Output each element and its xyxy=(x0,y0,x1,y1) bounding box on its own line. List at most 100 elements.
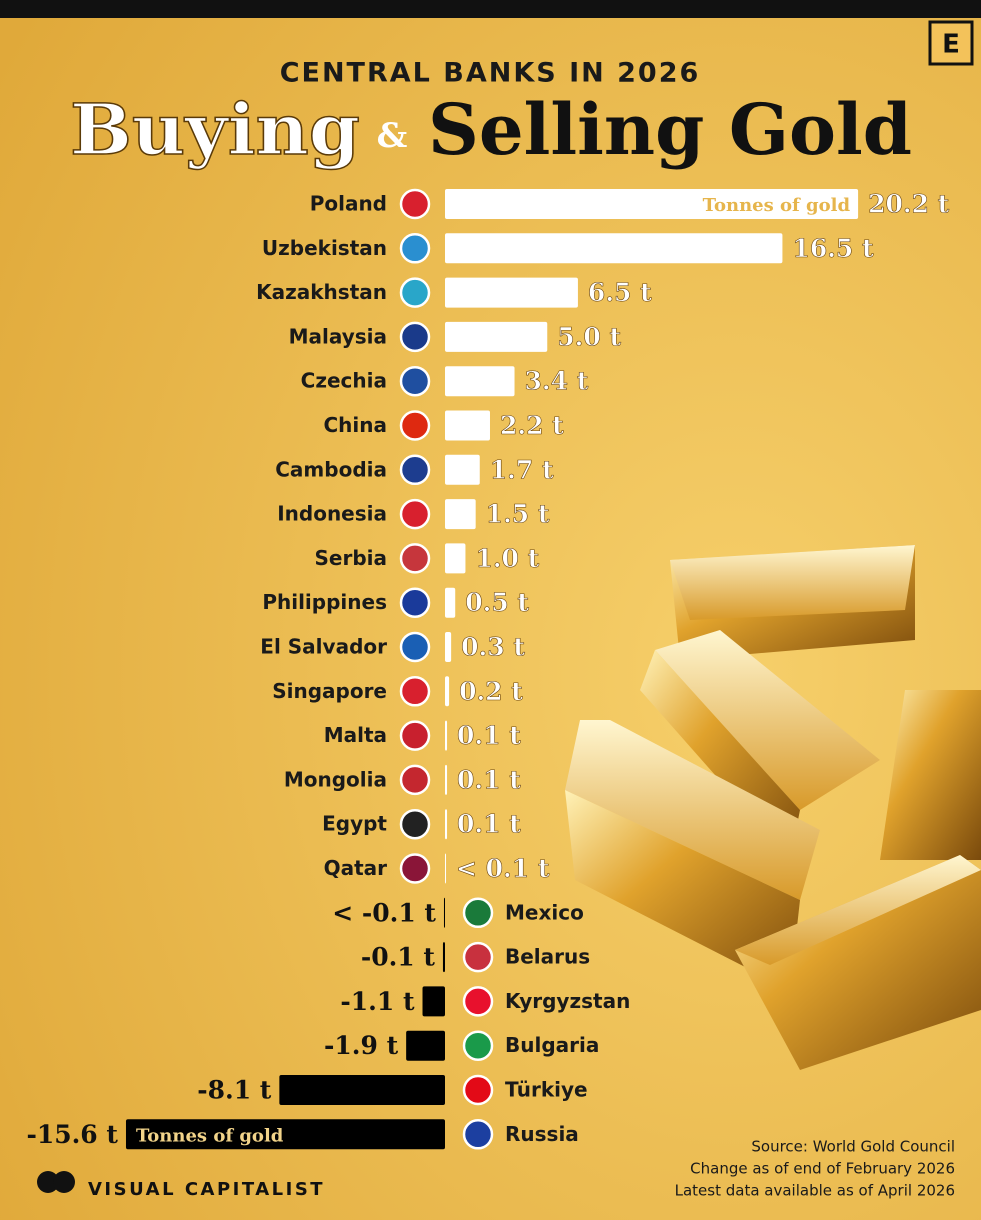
value-label: -1.9 t xyxy=(324,1031,399,1060)
value-label: < -0.1 t xyxy=(332,898,436,927)
bar xyxy=(406,1030,445,1061)
value-label: -0.1 t xyxy=(361,943,436,972)
category-label: Malta xyxy=(324,723,387,747)
category-label: Türkiye xyxy=(505,1078,588,1102)
category-label: Poland xyxy=(310,192,387,216)
flag xyxy=(399,676,431,707)
value-label: 3.4 t xyxy=(525,367,589,396)
bar xyxy=(445,853,447,884)
value-label: 0.1 t xyxy=(457,810,521,839)
flag xyxy=(399,853,431,884)
bar xyxy=(279,1075,445,1105)
bar xyxy=(125,1119,445,1150)
category-label: Kyrgyzstan xyxy=(505,989,630,1013)
brand-logo xyxy=(37,1171,75,1193)
brand: VISUAL CAPITALIST xyxy=(88,1179,325,1200)
flag xyxy=(399,631,431,663)
source-line: Source: World Gold Council xyxy=(751,1138,955,1156)
flag xyxy=(462,1030,494,1061)
category-label: Russia xyxy=(505,1122,579,1146)
category-label: Mongolia xyxy=(284,767,387,791)
value-label: 0.5 t xyxy=(465,588,529,617)
title-selling: Selling Gold xyxy=(428,88,912,171)
bar xyxy=(445,454,480,485)
gold-bars-illustration xyxy=(565,545,981,1070)
value-label: 0.1 t xyxy=(457,721,521,750)
bar xyxy=(445,233,783,264)
bar xyxy=(445,720,448,751)
category-label: Singapore xyxy=(272,679,387,703)
flag xyxy=(399,188,431,220)
flag xyxy=(399,587,431,618)
flag xyxy=(399,543,431,574)
badge: E xyxy=(942,30,960,60)
value-label: 1.7 t xyxy=(490,455,554,484)
bar xyxy=(422,986,445,1017)
value-label: < 0.1 t xyxy=(456,854,550,883)
bar-chart: Poland 20.2 t Uzbekistan 16.5 t Kazakhstan 6.… xyxy=(26,188,950,1150)
bar xyxy=(445,764,448,795)
category-label: Mexico xyxy=(505,900,584,924)
bar xyxy=(445,410,490,441)
value-label: 0.2 t xyxy=(459,677,523,706)
flag xyxy=(399,365,431,397)
bar xyxy=(445,277,578,308)
flag xyxy=(399,410,431,441)
category-label: Uzbekistan xyxy=(262,236,387,260)
flag xyxy=(399,321,431,353)
category-label: China xyxy=(323,413,387,437)
bar xyxy=(443,897,445,928)
category-label: Indonesia xyxy=(277,502,387,526)
flag xyxy=(399,808,431,840)
flag xyxy=(399,454,431,486)
category-label: Cambodia xyxy=(275,457,387,481)
badge-box xyxy=(928,20,974,66)
source-line: Latest data available as of April 2026 xyxy=(675,1182,955,1200)
top-strip xyxy=(0,0,981,18)
flag xyxy=(462,897,494,929)
value-label: 0.3 t xyxy=(461,633,525,662)
flag xyxy=(399,233,431,264)
flag xyxy=(399,720,431,751)
bar xyxy=(445,366,515,397)
category-label: Kazakhstan xyxy=(256,280,387,304)
category-label: Egypt xyxy=(322,812,387,836)
category-label: Belarus xyxy=(505,945,590,969)
bar xyxy=(445,321,548,352)
annotation: Tonnes of gold xyxy=(703,195,851,216)
flag xyxy=(462,1074,494,1106)
bar xyxy=(445,543,466,574)
bar xyxy=(445,189,859,219)
value-label: 0.1 t xyxy=(457,765,521,794)
flag xyxy=(399,498,431,530)
category-label: Qatar xyxy=(324,856,388,880)
value-label: 5.0 t xyxy=(557,322,621,351)
category-label: Serbia xyxy=(315,546,388,570)
bar xyxy=(445,587,456,618)
subtitle: CENTRAL BANKS IN 2026 xyxy=(280,58,701,89)
bar xyxy=(445,676,450,707)
value-label: 1.0 t xyxy=(475,544,539,573)
value-label: -1.1 t xyxy=(340,987,415,1016)
value-label: 1.5 t xyxy=(486,500,550,529)
bar xyxy=(445,632,452,662)
bar xyxy=(442,942,445,973)
category-label: Bulgaria xyxy=(505,1033,599,1057)
source-line: Change as of end of February 2026 xyxy=(690,1160,955,1178)
value-label: 16.5 t xyxy=(792,234,874,263)
category-label: Philippines xyxy=(262,590,387,614)
flag xyxy=(399,277,431,308)
value-label: -15.6 t xyxy=(26,1120,118,1149)
category-label: Czechia xyxy=(301,369,387,393)
annotation: Tonnes of gold xyxy=(136,1125,284,1146)
value-label: 6.5 t xyxy=(588,278,652,307)
value-label: -8.1 t xyxy=(197,1076,272,1105)
value-label: 2.2 t xyxy=(500,411,564,440)
flag xyxy=(399,764,431,796)
category-label: Malaysia xyxy=(289,324,387,348)
category-label: El Salvador xyxy=(260,635,387,659)
flag xyxy=(462,986,494,1017)
value-label: 20.2 t xyxy=(868,190,950,219)
title-buying: Buying xyxy=(70,88,360,171)
